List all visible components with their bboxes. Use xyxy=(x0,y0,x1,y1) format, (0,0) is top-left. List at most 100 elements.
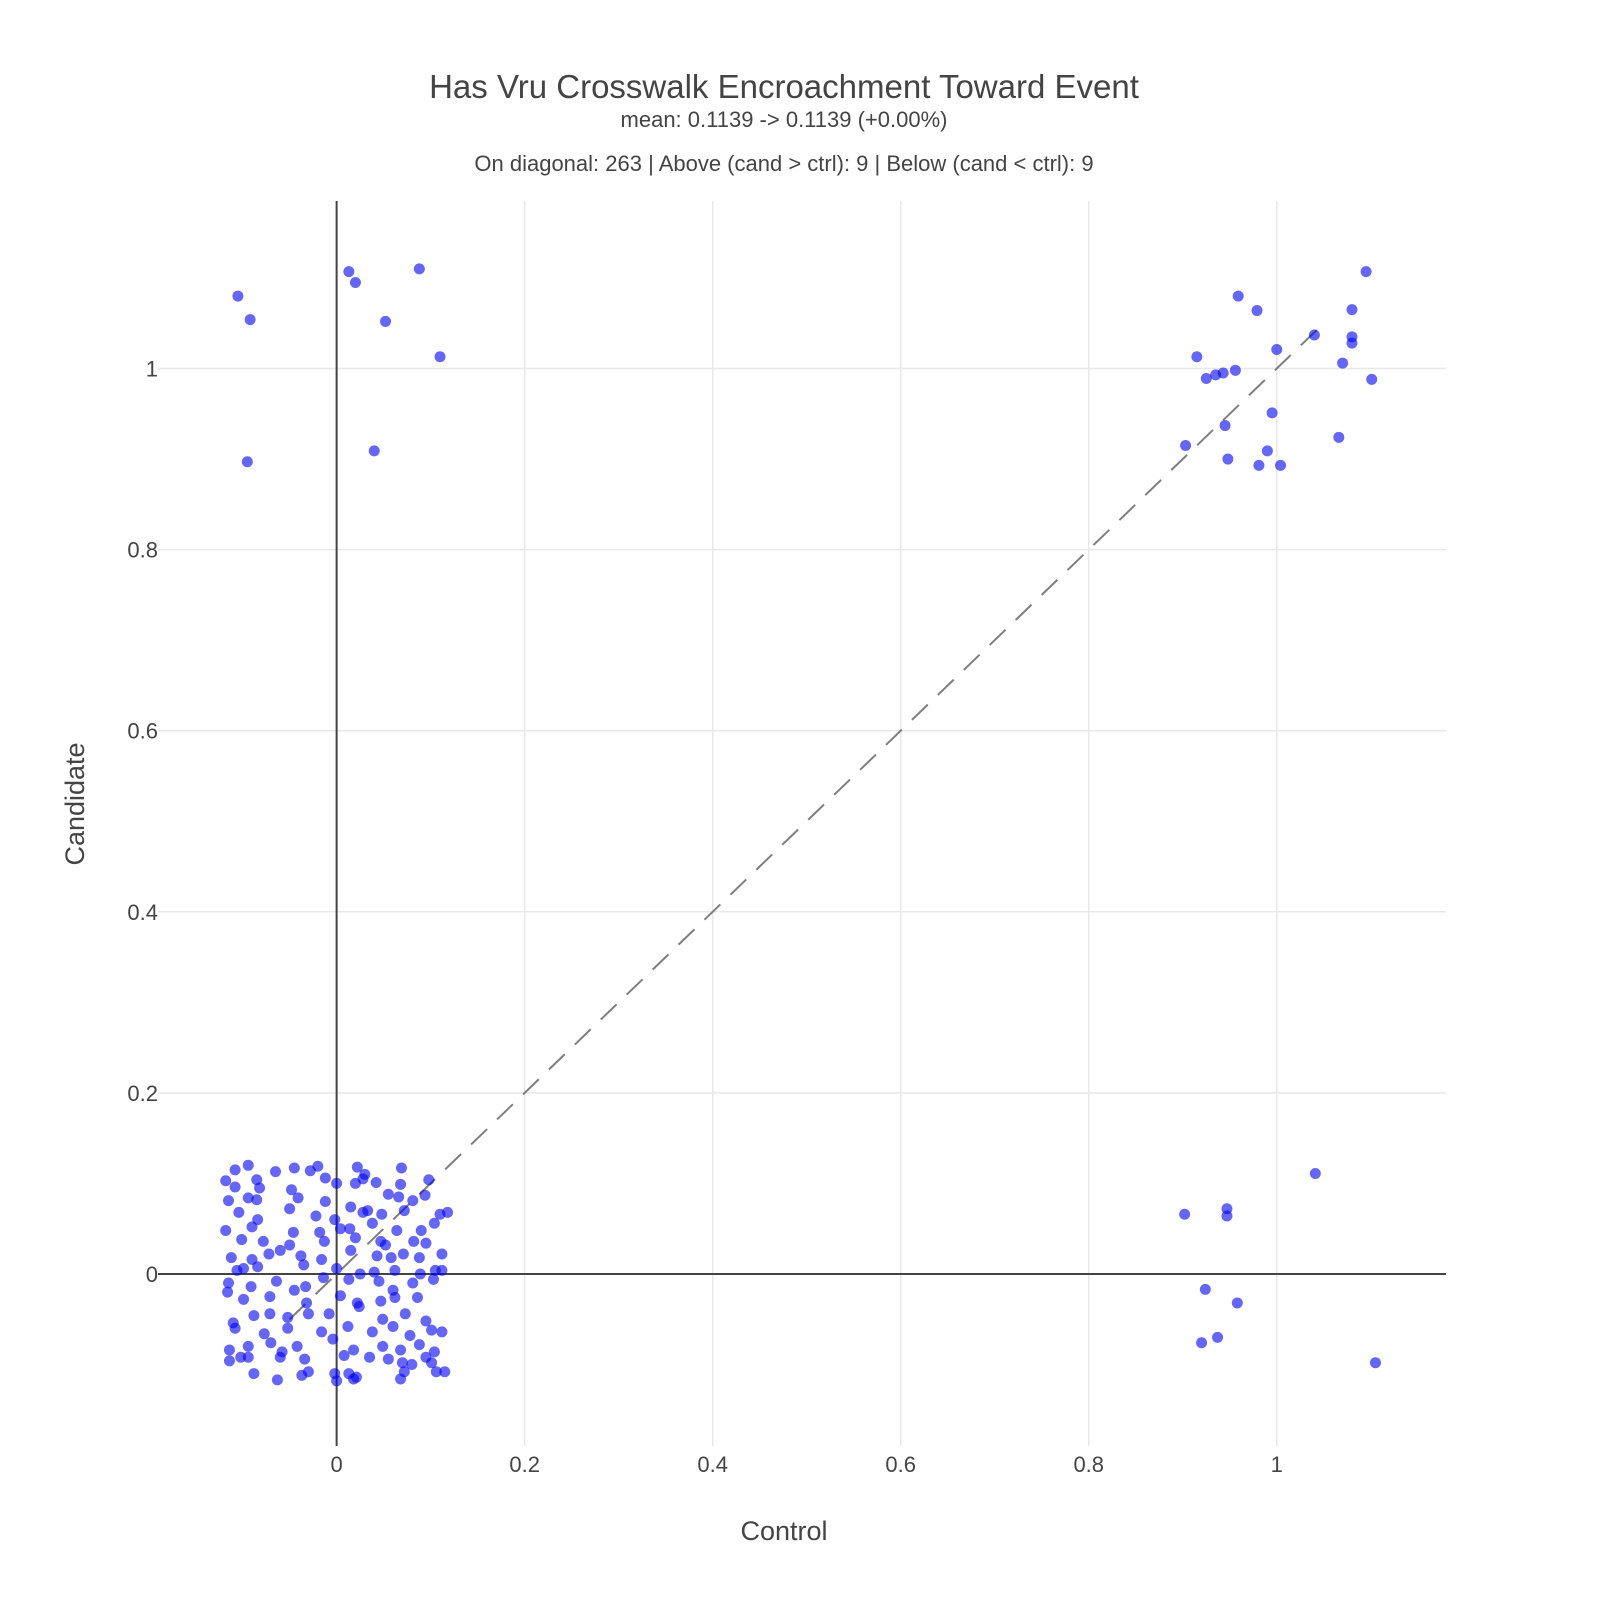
data-point xyxy=(310,1210,322,1222)
data-point xyxy=(1222,453,1234,465)
data-point xyxy=(287,1226,299,1238)
data-point xyxy=(319,1172,331,1184)
y-tick-label: 0.4 xyxy=(127,900,158,925)
data-point xyxy=(242,1159,254,1171)
data-point xyxy=(442,1206,454,1218)
data-point xyxy=(348,1373,360,1385)
data-point xyxy=(345,1201,357,1213)
diagonal-reference xyxy=(288,322,1325,1320)
y-tick-label: 0.2 xyxy=(127,1081,158,1106)
data-point xyxy=(302,1308,314,1320)
data-point xyxy=(407,1195,419,1207)
data-point xyxy=(419,1189,431,1201)
data-point xyxy=(1266,407,1278,419)
data-point xyxy=(1308,329,1320,341)
data-point xyxy=(1212,1331,1224,1343)
data-point xyxy=(420,1315,432,1327)
data-point xyxy=(270,1166,282,1178)
data-point xyxy=(436,1264,448,1276)
data-point xyxy=(241,456,253,468)
data-point xyxy=(286,1184,298,1196)
data-point xyxy=(1232,290,1244,302)
data-point xyxy=(242,1192,254,1204)
data-point xyxy=(1253,459,1265,471)
y-tick-label: 0 xyxy=(146,1262,158,1287)
data-point xyxy=(366,1326,378,1338)
data-point xyxy=(430,1366,442,1378)
data-point xyxy=(404,1330,416,1342)
data-point xyxy=(334,1290,346,1302)
data-point xyxy=(349,1232,361,1244)
data-point xyxy=(1180,439,1192,451)
data-point xyxy=(314,1226,326,1238)
data-point xyxy=(1196,1337,1208,1349)
data-point xyxy=(399,1308,411,1320)
data-point xyxy=(415,1225,427,1237)
y-axis-ticks: 0 0.2 0.4 0.6 0.8 1 xyxy=(127,357,158,1287)
data-point xyxy=(232,290,244,302)
data-point xyxy=(370,1177,382,1189)
data-point xyxy=(252,1261,264,1273)
data-point xyxy=(385,1252,397,1264)
data-point xyxy=(223,1195,235,1207)
data-point xyxy=(238,1263,250,1275)
data-point xyxy=(398,1366,410,1378)
data-point xyxy=(229,1181,241,1193)
data-point xyxy=(377,1340,389,1352)
data-point xyxy=(331,1177,343,1189)
data-point xyxy=(242,1340,254,1352)
data-point xyxy=(343,266,355,278)
data-point xyxy=(1251,305,1263,317)
data-point xyxy=(257,1235,269,1247)
data-point xyxy=(276,1346,288,1358)
data-point xyxy=(349,1177,361,1189)
data-point xyxy=(1360,266,1372,278)
data-point xyxy=(344,1223,356,1235)
data-point xyxy=(1346,304,1358,316)
data-point xyxy=(389,1292,401,1304)
data-point xyxy=(319,1196,331,1208)
data-point xyxy=(413,1252,425,1264)
data-point xyxy=(251,1194,263,1206)
data-point xyxy=(282,1322,294,1334)
data-point xyxy=(288,1284,300,1296)
data-point xyxy=(345,1244,357,1256)
data-point xyxy=(376,1208,388,1220)
data-point xyxy=(248,1310,260,1322)
data-point xyxy=(434,351,446,363)
data-point xyxy=(274,1244,286,1256)
data-point xyxy=(1369,1357,1381,1369)
data-point xyxy=(225,1252,237,1264)
data-point xyxy=(397,1248,409,1260)
x-tick-label: 0 xyxy=(331,1452,343,1477)
data-point xyxy=(351,1161,363,1173)
data-point xyxy=(299,1353,311,1365)
data-point xyxy=(300,1281,312,1293)
data-point xyxy=(284,1203,296,1215)
data-point xyxy=(373,1275,385,1287)
data-point xyxy=(382,1188,394,1200)
data-point xyxy=(1346,337,1358,349)
data-point xyxy=(391,1225,403,1237)
data-point xyxy=(395,1178,407,1190)
data-point xyxy=(246,1221,258,1233)
data-point xyxy=(1191,351,1203,363)
data-point xyxy=(342,1320,354,1332)
chart-title: Has Vru Crosswalk Encroachment Toward Ev… xyxy=(429,68,1139,105)
data-point xyxy=(229,1164,241,1176)
data-point xyxy=(1217,367,1229,379)
data-point xyxy=(439,1366,451,1378)
data-point xyxy=(295,1250,307,1262)
data-point xyxy=(235,1351,247,1363)
data-point xyxy=(428,1346,440,1358)
data-point xyxy=(244,314,256,326)
diagonal-line xyxy=(288,322,1325,1320)
data-point xyxy=(1275,459,1287,471)
x-tick-label: 0.4 xyxy=(697,1452,728,1477)
data-point xyxy=(382,1353,394,1365)
data-point xyxy=(298,1259,310,1271)
data-point xyxy=(254,1182,266,1194)
data-point xyxy=(343,1273,355,1285)
x-tick-label: 0.6 xyxy=(885,1452,916,1477)
